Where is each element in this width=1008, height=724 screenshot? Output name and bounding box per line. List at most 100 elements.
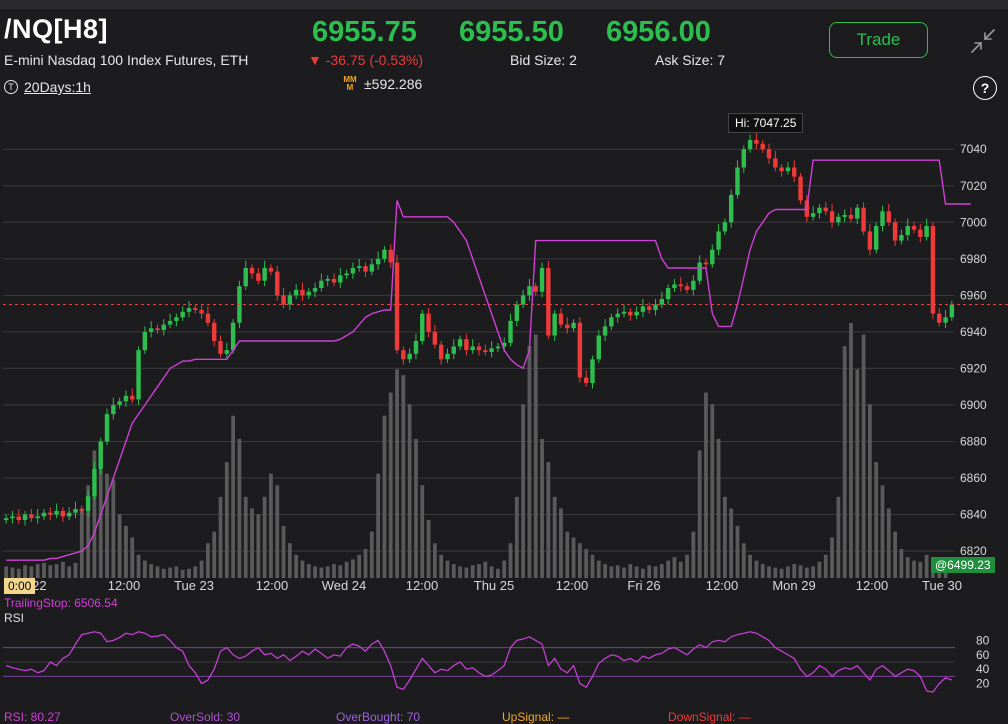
candle [262,267,267,281]
volume-bar [924,554,929,578]
candle [243,267,248,287]
candle [211,322,217,342]
candle [924,225,929,237]
candle [281,295,286,305]
volume-bar [420,485,425,578]
y-tick-label: 6880 [960,434,987,448]
volume-bar [647,565,652,578]
volume-bar [786,566,790,578]
candle [199,309,204,314]
candle [747,140,753,150]
volume-bar [464,567,469,578]
volume-bar [716,438,721,578]
candle [659,299,665,305]
rsi-line [5,631,953,693]
candle [306,291,311,296]
candle [823,207,828,212]
volume-bar [760,564,765,578]
symbol-title: /NQ[H8] [4,14,108,44]
volume-bar [193,566,198,578]
candle [249,267,255,274]
help-icon[interactable]: ? [973,76,997,100]
volume-bar [42,562,46,578]
y-tick-label: 6980 [960,252,987,266]
candle [174,317,179,321]
candle [54,510,59,515]
volume-bar [735,525,740,578]
volume-bar [672,557,677,578]
trade-button[interactable]: Trade [829,22,928,58]
candle [533,286,538,292]
candle [476,346,482,351]
candle [382,249,387,259]
clock-icon: T [4,80,18,94]
candle [710,249,715,265]
candle [357,266,362,268]
x-tick-label: Thu 25 [474,578,514,593]
volume-bar [678,561,683,578]
volume-bar [811,566,816,578]
volume-bar [281,525,286,578]
candle [684,286,690,290]
volume-bar [23,565,27,578]
volume-bar [691,531,696,578]
candle [268,267,274,272]
candle [205,313,211,323]
candle [760,143,765,150]
volume-bar [496,568,500,578]
candle [527,286,532,296]
x-tick-label: 12:00 [706,578,739,593]
candle [3,518,9,521]
volume-bar [161,568,166,578]
candle [445,353,450,360]
volume-bar [489,566,494,578]
volume-bar [704,392,708,578]
volume-bar [577,543,582,578]
volume-bar [559,508,563,578]
candle [779,167,784,172]
price-chart[interactable]: 7040 7020 7000 6980 6960 6940 6920 6900 6880 6860… [0,110,1008,595]
candle [546,267,551,336]
y-tick-label: 6860 [960,471,987,485]
volume-bar [206,543,210,578]
volume-bar [92,450,97,578]
candle [596,335,601,360]
volume-bar [275,485,280,578]
candle [905,225,910,236]
x-tick-label: 12:00 [108,578,141,593]
candle [319,280,324,289]
volume-bar [407,404,412,578]
volume-bar [912,560,916,578]
candle [565,324,570,329]
volume-bar [685,554,689,578]
candle [886,211,892,223]
candle [810,213,816,217]
collapse-icon[interactable] [970,28,996,54]
candle [457,339,463,347]
candle [949,304,955,318]
volume-bar [886,508,891,578]
candle [300,289,305,296]
volume-bar [779,568,784,578]
candle [678,284,683,287]
trailing-stop-legend: TrailingStop: 6506.54 [4,596,118,610]
candle [665,288,671,300]
volume-bar [174,566,179,578]
volume-bar [792,564,797,578]
rsi-tick-label: 20 [976,677,990,691]
last-value-badge: @6499.23 [931,557,995,573]
volume-bar [918,561,923,578]
volume-bar [823,554,828,578]
volume-bar [168,567,172,578]
candle [16,516,21,521]
volume-bar [603,564,607,578]
candle [60,510,66,517]
volume-bar [61,561,65,578]
volume-bar [73,562,78,578]
candle [111,404,116,415]
candle [432,331,438,345]
candle [930,225,936,314]
volume-bar [332,564,336,578]
period-selector[interactable]: T 20Days:1h [4,79,91,95]
